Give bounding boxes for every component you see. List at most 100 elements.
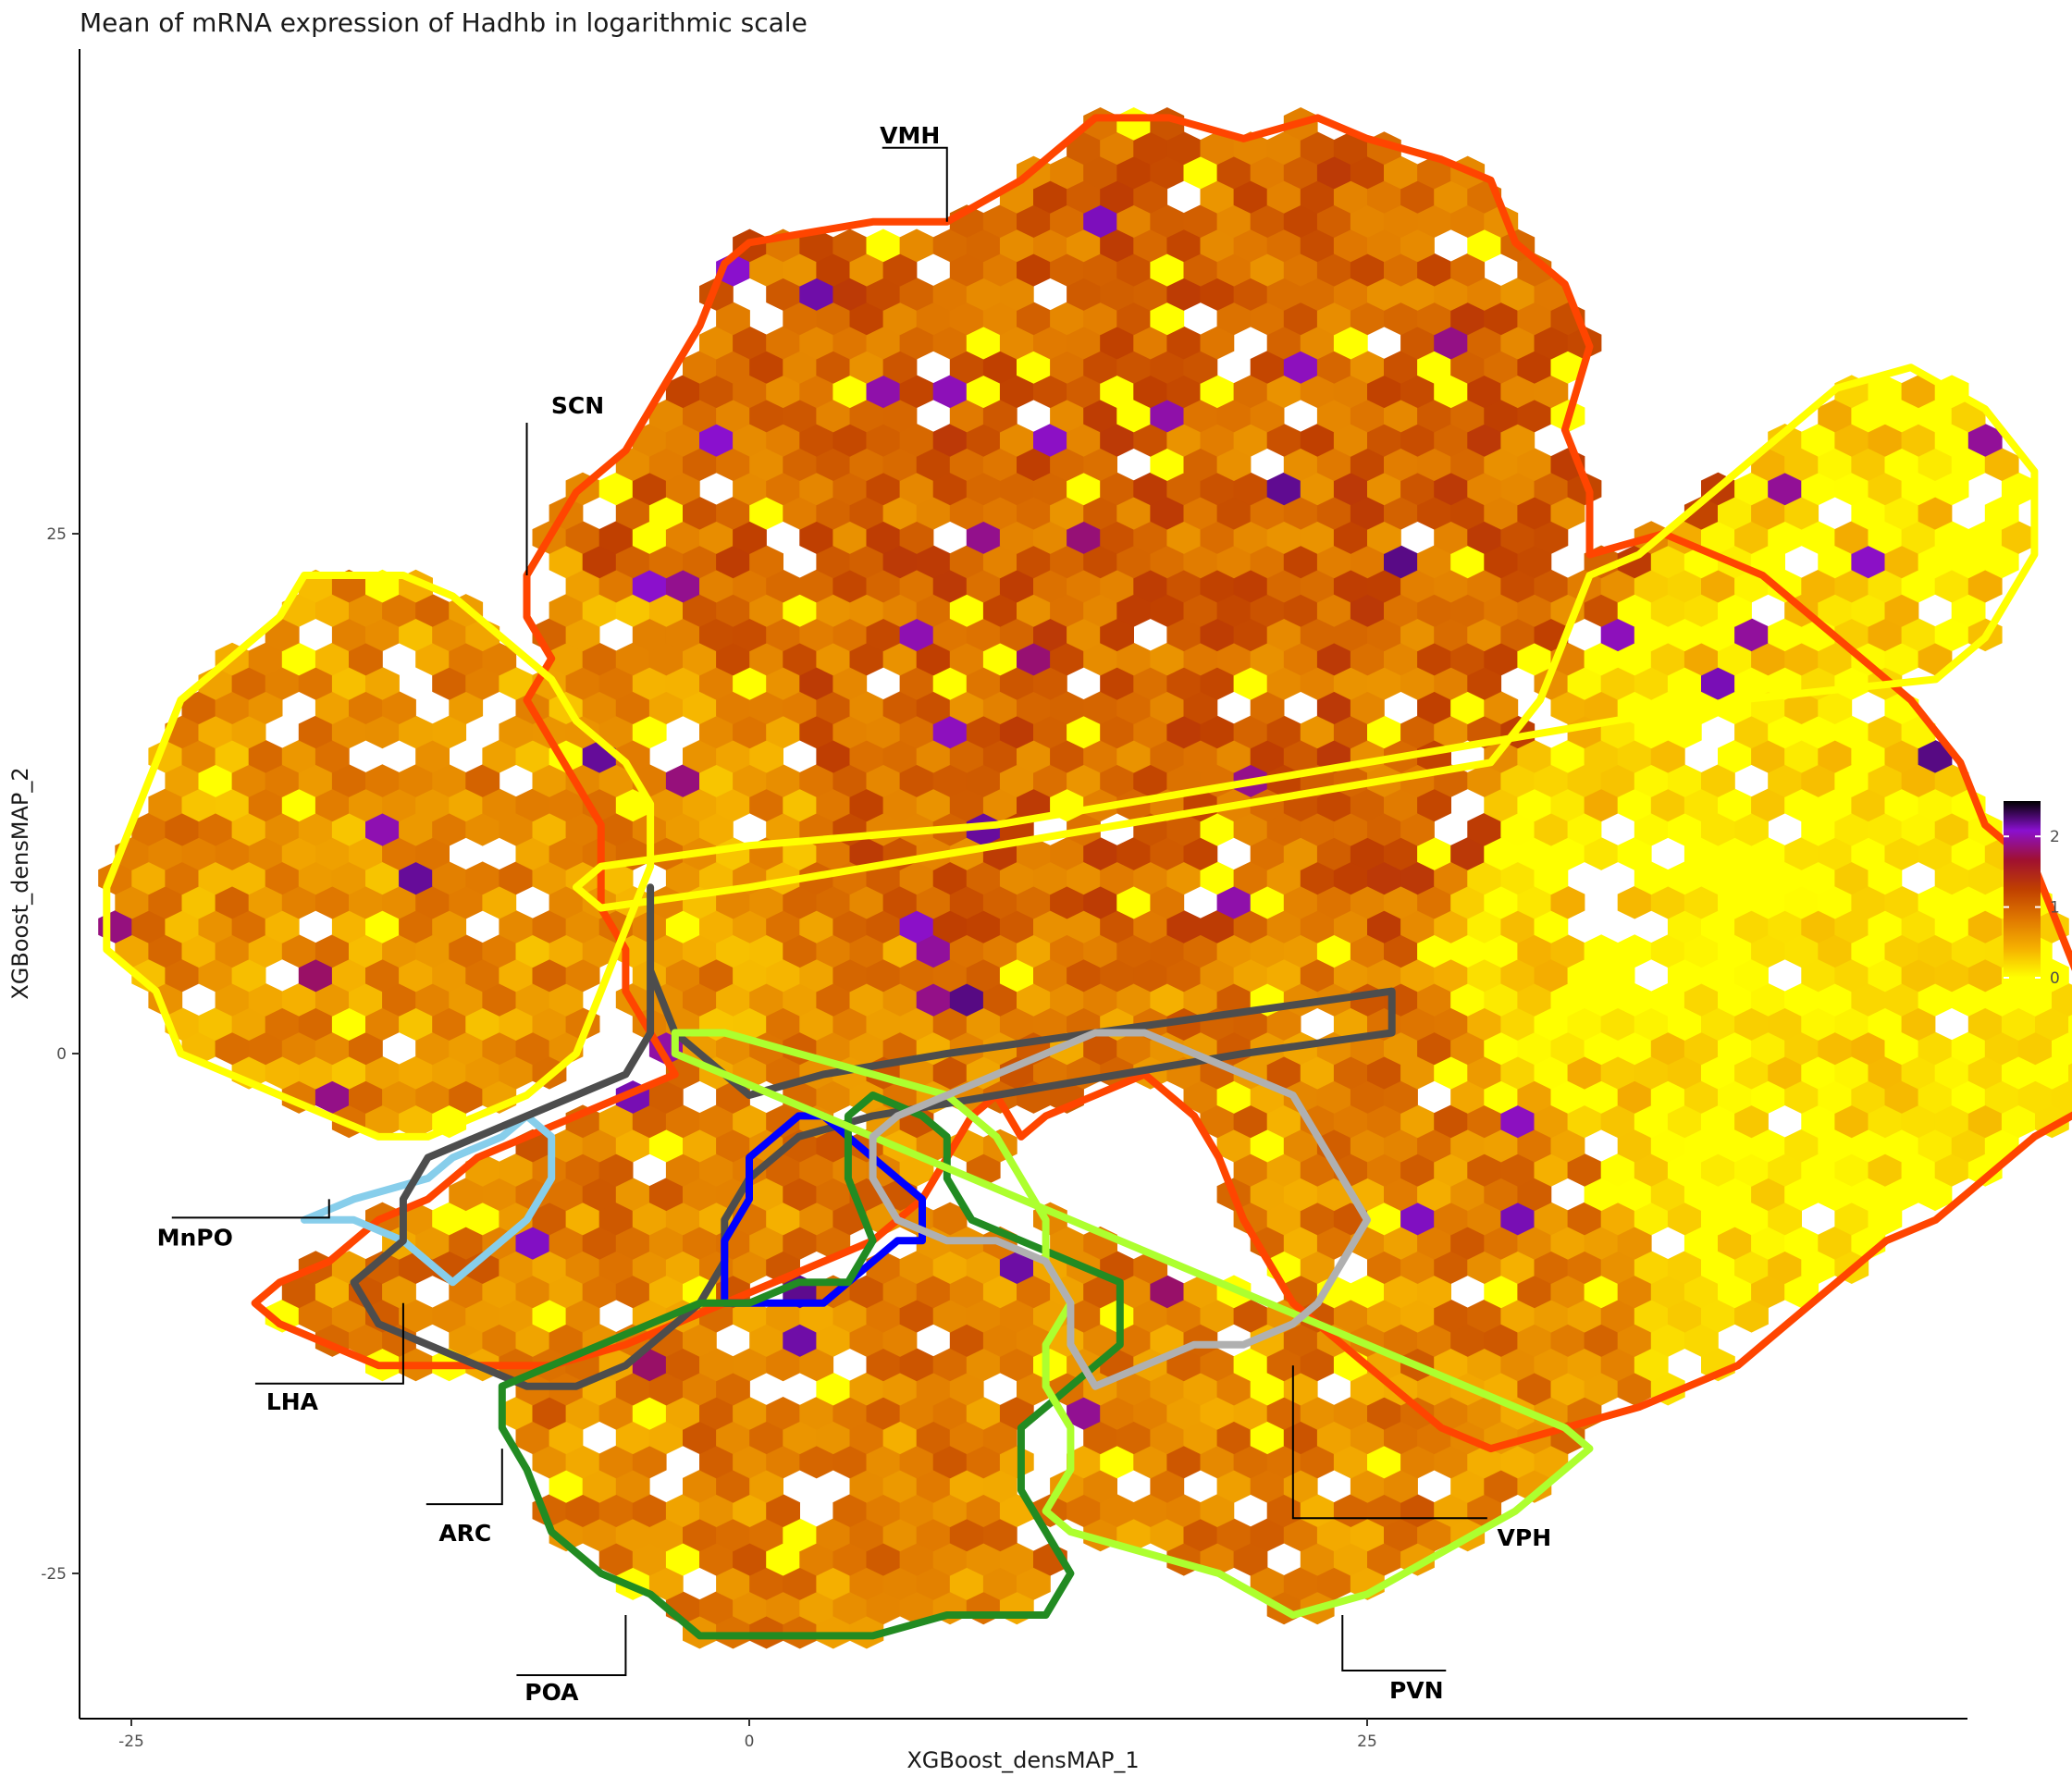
hex-cell [832,472,868,506]
hex-cell [982,496,1018,530]
hex-cell [632,618,667,652]
hex-cell [1333,1397,1368,1430]
hex-cell [1434,715,1468,749]
hex-cell [432,861,467,895]
hex-cell [1367,228,1401,263]
hex-cell [1500,958,1536,993]
hex-cell [1350,788,1385,822]
hex-cell [1050,155,1084,190]
hex-cell [1350,642,1385,676]
hex-cell [1067,179,1101,214]
hex-cell [916,1567,951,1600]
hex-cell [1884,837,1919,870]
hex-cell [449,1275,484,1309]
hex-cell [1083,982,1117,1017]
hex-cell [816,545,851,579]
hex-cell [1550,934,1585,968]
hex-cell [816,691,851,724]
hex-cell [916,1421,951,1455]
hex-cell [2052,1031,2072,1066]
hex-cell [916,1469,951,1503]
hex-cell [832,1397,868,1430]
hex-cell [298,764,333,797]
hex-cell [1617,934,1652,968]
hex-cell [665,1397,700,1430]
hex-cell [932,1299,968,1333]
hex-cell [1617,642,1652,676]
hex-cell [949,982,984,1017]
hex-cell [1801,1055,1836,1090]
hex-cell [1216,1421,1252,1455]
x-tick-label: 0 [745,1733,755,1751]
hex-cell [799,1445,834,1479]
hex-cell [265,861,300,895]
hex-cell [1083,885,1117,919]
hex-cell [1818,1128,1853,1163]
hex-cell [999,715,1034,749]
hex-cell [683,399,717,433]
hex-cell [549,1275,584,1309]
hex-cell [1417,545,1451,579]
hex-cell [482,1275,517,1309]
hex-cell [866,1445,901,1479]
hex-cell [515,788,550,822]
hex-cell [966,715,1001,749]
hex-cell [699,521,734,554]
hex-cell [248,885,283,919]
hex-cell [1017,1275,1051,1309]
hex-cell [1150,1372,1185,1406]
hex-cell [1216,399,1252,433]
hex-cell [866,910,901,944]
hex-cell [1300,1251,1335,1284]
hex-cell [1250,691,1285,724]
hex-cell [181,885,216,919]
hex-cell [298,958,333,993]
hex-cell [1934,472,1969,506]
hex-cell [298,1055,333,1090]
hex-cell [1333,326,1368,360]
hex-cell [1133,569,1168,603]
hex-cell [1751,982,1785,1017]
hex-cell [648,496,684,530]
hex-cell [1534,1251,1569,1284]
hex-cell [749,1324,783,1357]
hex-cell [1200,326,1235,360]
hex-cell [1183,155,1218,190]
hex-cell [1283,351,1318,384]
hex-cell [1584,594,1619,627]
hex-cell [749,1226,783,1260]
hex-cell [665,1251,700,1284]
hex-cell [1133,1397,1168,1430]
hex-cell [331,958,366,993]
hex-cell [1884,1031,1919,1066]
hex-cell [482,934,517,968]
hex-cell [1818,934,1853,968]
hex-cell [1283,837,1318,870]
hex-cell [916,788,951,822]
hex-cell [1367,958,1401,993]
hex-cell [365,1104,400,1139]
hex-cell [432,715,467,749]
hex-cell [916,496,951,530]
hex-cell [799,424,834,457]
hex-cell [515,1031,550,1066]
hex-cell [1133,179,1168,214]
hex-cell [1884,788,1919,822]
hex-cell [783,1567,818,1600]
hex-cell [783,885,818,919]
hex-cell [1166,472,1202,506]
hex-cell [982,204,1018,238]
hex-cell [1333,1542,1368,1576]
hex-cell [1384,1469,1418,1503]
hex-cell [982,788,1018,822]
hex-cell [1116,837,1152,870]
hex-cell [683,545,717,579]
hex-cell [766,812,800,846]
hex-cell [1684,594,1719,627]
hex-cell [932,569,968,603]
hex-cell [1216,1469,1252,1503]
hex-cell [1183,934,1218,968]
hex-cell [598,861,634,895]
hex-cell [849,496,884,530]
